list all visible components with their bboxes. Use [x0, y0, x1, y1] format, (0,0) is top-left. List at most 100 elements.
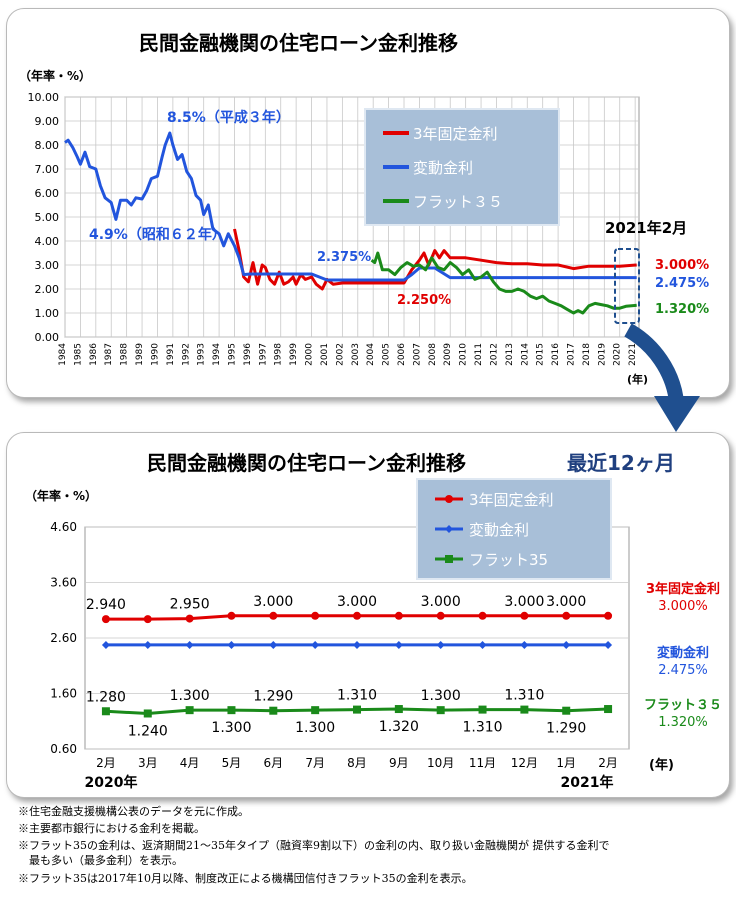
chart1-x-tick-label: 2016	[551, 343, 561, 366]
chart2-data-point	[143, 615, 152, 624]
chart1-legend-label: 変動金利	[413, 159, 473, 177]
chart2-y-tick-label: 0.60	[50, 742, 77, 756]
chart1-y-tick-label: 7.00	[35, 163, 60, 176]
chart2-data-point	[311, 640, 320, 649]
chart2-end-label-value: 2.475%	[658, 663, 708, 678]
note-3: ※フラット35の金利は、返済期間21～35年タイプ（融資率9割以下）の金利の内、…	[18, 839, 610, 852]
chart2-data-point	[604, 640, 613, 649]
chart1-x-tick-label: 2019	[597, 343, 607, 366]
chart1-y-tick-label: 6.00	[35, 187, 60, 200]
chart1-series-line	[370, 251, 637, 315]
chart2-x-tick-label: 5月	[222, 756, 242, 770]
chart2-data-point	[604, 611, 613, 620]
chart2-data-point	[185, 640, 194, 649]
chart2-data-point	[562, 611, 571, 620]
chart1-x-tick-label: 2012	[489, 343, 499, 366]
chart2-x-tick-label: 6月	[263, 756, 283, 770]
chart2-data-point	[520, 705, 529, 714]
chart2-data-point	[227, 611, 236, 620]
chart1-legend-label: フラット３５	[413, 193, 503, 211]
chart2-data-point	[436, 706, 445, 715]
chart1-x-tick-label: 1997	[258, 343, 268, 366]
chart1-x-tick-label: 2017	[567, 343, 577, 366]
chart2-end-label-name: 3年固定金利	[646, 581, 720, 597]
chart2-data-point	[520, 640, 529, 649]
chart2-legend-label: フラット35	[469, 551, 548, 569]
chart1-annotation-low: 4.9%（昭和６２年）	[89, 226, 226, 243]
chart1-annotation-peak: 8.5%（平成３年）	[167, 109, 290, 126]
chart1-x-tick-label: 1985	[73, 343, 83, 366]
chart1-x-tick-label: 2021	[628, 343, 638, 366]
chart1-y-tick-label: 9.00	[35, 115, 60, 128]
note-5: ※フラット35は2017年10月以降、制度改正による機構団信付きフラット35の金…	[18, 872, 473, 885]
chart1-x-tick-label: 2018	[582, 343, 592, 366]
chart2-legend-marker	[445, 555, 453, 563]
chart2-data-point	[604, 705, 613, 714]
chart2-data-point	[353, 705, 361, 714]
chart2-end-label-name: フラット３５	[644, 698, 722, 713]
chart2-data-point	[353, 611, 361, 620]
chart2-y-tick-label: 3.60	[50, 576, 77, 590]
chart1-legend-label: 3年固定金利	[413, 125, 498, 143]
chart2-legend-marker	[445, 525, 453, 533]
chart1-x-tick-label: 2015	[536, 343, 546, 366]
chart2-x-tick-label: 7月	[305, 756, 325, 770]
chart2-data-label: 1.280	[86, 689, 126, 705]
chart2-data-point	[269, 611, 278, 620]
chart2-data-point	[394, 640, 403, 649]
chart2-year-start: 2020年	[85, 774, 138, 791]
chart1-value-fixed: 3.000%	[655, 258, 709, 273]
chart1-y-tick-label: 8.00	[35, 139, 60, 152]
chart2-data-point	[101, 707, 110, 716]
chart1-x-tick-label: 1992	[181, 343, 191, 366]
chart2-end-label-name: 変動金利	[657, 645, 709, 661]
note-2: ※主要都市銀行における金利を掲載。	[18, 822, 205, 835]
chart2-data-label: 3.000	[337, 594, 377, 610]
chart2-data-label: 3.000	[504, 594, 544, 610]
chart2-data-point	[478, 705, 487, 714]
chart2-data-label: 1.310	[337, 688, 377, 704]
chart2-data-point	[143, 640, 152, 649]
chart2-data-point	[394, 611, 403, 620]
chart2-data-label: 1.290	[253, 689, 293, 705]
chart2-data-label: 2.950	[170, 597, 210, 613]
chart2-data-point	[227, 706, 236, 715]
chart1-x-tick-label: 1987	[104, 343, 114, 366]
chart1-series-line	[64, 131, 637, 282]
chart1-x-tick-label: 2006	[397, 343, 407, 366]
chart2-data-label: 3.000	[253, 594, 293, 610]
chart1-x-tick-label: 2008	[428, 343, 438, 366]
chart2-title: 民間金融機関の住宅ローン金利推移	[147, 451, 466, 475]
chart2-data-point	[394, 705, 403, 714]
chart2-y-tick-label: 1.60	[50, 687, 77, 701]
chart1-x-tick-label: 1988	[120, 343, 130, 366]
chart2-data-label: 1.310	[504, 688, 544, 704]
chart2-data-point	[185, 614, 194, 623]
chart1-y-tick-label: 10.00	[28, 91, 60, 104]
chart2-end-label-value: 3.000%	[658, 599, 708, 614]
chart2-legend-label: 変動金利	[469, 521, 529, 539]
chart1-x-tick-label: 2005	[382, 343, 392, 366]
chart2-data-label: 1.240	[128, 723, 168, 739]
chart1-x-tick-label: 2020	[613, 343, 623, 366]
chart2-subtitle: 最近12ヶ月	[567, 451, 675, 475]
chart2-end-label-value: 1.320%	[658, 715, 708, 730]
chart2-data-point	[520, 611, 529, 620]
chart1-x-tick-label: 2007	[412, 343, 422, 366]
chart1-annotation-fixed-low: 2.250%	[397, 293, 451, 308]
chart1-title: 民間金融機関の住宅ローン金利推移	[139, 31, 458, 55]
chart1-x-tick-label: 1989	[135, 343, 145, 366]
chart1-date-label: 2021年2月	[605, 219, 687, 237]
chart2-data-point	[562, 706, 571, 715]
chart1-value-flat: 1.320%	[655, 302, 709, 317]
chart1-x-tick-label: 2014	[520, 343, 530, 366]
chart2-data-point	[269, 640, 278, 649]
chart2-y-axis-label: （年率・%）	[25, 489, 98, 503]
chart2-data-point	[101, 640, 110, 649]
chart1-x-tick-label: 1996	[243, 343, 253, 366]
chart1-x-tick-label: 1998	[274, 343, 284, 366]
chart2-data-point	[101, 615, 110, 624]
chart2-x-tick-label: 9月	[389, 756, 409, 770]
chart2-data-label: 1.320	[379, 719, 419, 735]
chart2-data-point	[562, 640, 571, 649]
